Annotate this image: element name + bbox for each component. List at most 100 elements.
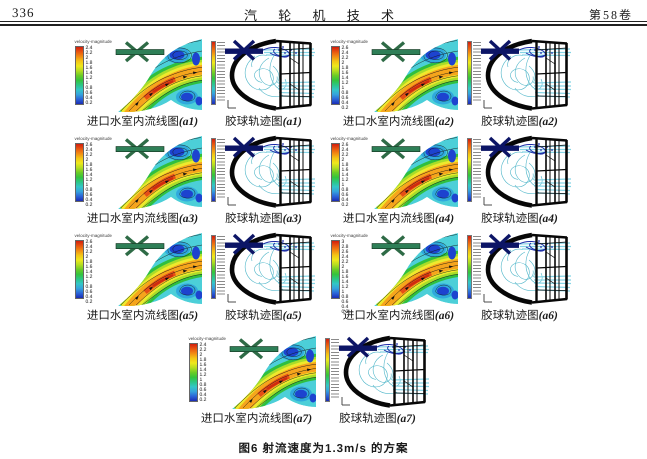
trajectory-colorbar-strip — [324, 338, 331, 402]
flow-caption-tag: (a2) — [434, 116, 455, 128]
scheme-panel: velocity-magnitude 2.6 2.4 2.2 2 1.8 1.6 1.4 1.… — [330, 38, 573, 129]
trajectory-caption: 胶球轨迹图(a1) — [211, 113, 317, 129]
colorbar-tick: 1.4 — [85, 268, 93, 275]
flow-caption: 进口水室内流线图(a4) — [331, 210, 467, 226]
colorbar-tick: 0.2 — [199, 396, 207, 403]
trajectory-caption: 胶球轨迹图(a2) — [467, 113, 573, 129]
colorbar-tick: 0.6 — [341, 298, 349, 305]
flow-caption: 进口水室内流线图(a1) — [75, 113, 211, 129]
ball-trajectory-image — [480, 38, 571, 111]
colorbar-tick: 1.2 — [199, 371, 207, 378]
colorbar-ticks: 2.4 2.2 2 1.8 1.6 1.4 1.2 1 0.8 0.6 0.4 0.2 — [199, 341, 207, 403]
axis-marker-icon — [483, 197, 492, 206]
colorbar-tick: 0.6 — [85, 288, 93, 295]
colorbar-tick: 0.6 — [85, 191, 93, 198]
colorbar-tick: 0.8 — [341, 186, 349, 193]
colorbar-tick: 2.4 — [341, 146, 349, 153]
trajectory-caption: 胶球轨迹图(a5) — [211, 307, 317, 323]
flow-caption-tag: (a5) — [178, 310, 199, 322]
colorbar-tick: 2 — [85, 253, 89, 260]
colorbar-strip — [188, 342, 198, 402]
colorbar-tick: 0.4 — [341, 196, 349, 203]
trajectory-caption-label: 胶球轨迹图 — [481, 213, 539, 225]
flow-subfigure: velocity-magnitude 2.6 2.4 2.2 2 1.8 1.6 1.4 1.… — [330, 135, 467, 226]
colorbar-tick: 1.8 — [85, 59, 93, 66]
axis-marker-icon — [227, 197, 236, 206]
colorbar-tick: 1.4 — [341, 278, 349, 285]
colorbar-tick: 1.4 — [85, 69, 93, 76]
colorbar-tick: 2 — [341, 156, 345, 163]
trajectory-colorbar — [466, 41, 481, 105]
colorbar-body: 2.6 2.4 2.2 2 1.8 1.6 1.4 1.2 1 0.8 0.6 0.4 0.2 — [74, 142, 105, 207]
colorbar-tick: 1 — [199, 376, 203, 383]
trajectory-colorbar-strip — [210, 41, 217, 105]
flow-field-image — [371, 136, 458, 209]
figure-row-2: velocity-magnitude 2.6 2.4 2.2 2 1.8 1.6 1.4 1.… — [0, 135, 647, 226]
colorbar-tick: 1.4 — [341, 74, 349, 81]
flow-caption: 进口水室内流线图(a2) — [331, 113, 467, 129]
trajectory-colorbar-ticks — [217, 139, 225, 200]
colorbar-body: 2.6 2.4 2.2 2 1.8 1.6 1.4 1.2 1 0.8 0.6 0.4 0.2 — [330, 142, 361, 207]
colorbar-tick: 0.4 — [341, 303, 349, 310]
colorbar-tick: 0.6 — [199, 386, 207, 393]
colorbar-ticks: 2.4 2.2 2 1.8 1.6 1.4 1.2 1 0.8 0.6 0.4 0.2 — [85, 45, 93, 106]
trajectory-colorbar — [210, 41, 225, 105]
trajectory-caption-label: 胶球轨迹图 — [225, 116, 283, 128]
flow-field-image — [115, 136, 202, 209]
scheme-panel: velocity-magnitude 3 2.8 2.6 2.4 2.2 2 1.8 1.6 1… — [330, 232, 573, 323]
trajectory-colorbar-ticks — [217, 42, 225, 103]
colorbar-strip — [74, 45, 84, 105]
flow-images: velocity-magnitude 2.4 2.2 2 1.8 1.6 1.4 1.2 1 0… — [74, 38, 211, 112]
colorbar-tick: 2.2 — [85, 151, 93, 158]
trajectory-colorbar — [466, 235, 481, 299]
colorbar-tick: 2.2 — [341, 54, 349, 61]
colorbar-tick: 0.6 — [341, 94, 349, 101]
colorbar-tick: 1.8 — [199, 356, 207, 363]
trajectory-colorbar-ticks — [331, 339, 339, 400]
colorbar-tick: 0.8 — [85, 186, 93, 193]
inlet-jet-pipe — [115, 41, 164, 63]
figure-caption: 图6 射流速度为1.3m/s 的方案 — [238, 443, 409, 455]
trajectory-colorbar-strip — [466, 235, 473, 299]
colorbar-tick: 0.2 — [341, 201, 349, 208]
colorbar-tick: 2.2 — [341, 258, 349, 265]
trajectory-caption-label: 胶球轨迹图 — [339, 413, 397, 425]
colorbar-tick: 0.6 — [85, 89, 93, 96]
flow-subfigure: velocity-magnitude 2.6 2.4 2.2 2 1.8 1.6 1.4 1.… — [74, 232, 211, 323]
trajectory-caption-tag: (a1) — [282, 116, 302, 128]
colorbar-title: velocity-magnitude — [330, 136, 369, 141]
colorbar-strip — [74, 239, 84, 299]
colorbar-strip — [74, 142, 84, 202]
colorbar-tick: 2.4 — [199, 341, 207, 348]
colorbar-tick: 0.4 — [85, 196, 93, 203]
colorbar-tick: 1.2 — [85, 176, 93, 183]
traj-inlet-pipe — [224, 233, 263, 255]
flow-images: velocity-magnitude 2.6 2.4 2.2 2 1.8 1.6 1.4 1.… — [330, 135, 467, 209]
colorbar-tick: 0.2 — [85, 99, 93, 106]
flow-caption-tag: (a4) — [434, 213, 455, 225]
colorbar-tick: 1.8 — [341, 161, 349, 168]
trajectory-caption: 胶球轨迹图(a4) — [467, 210, 573, 226]
colorbar-title: velocity-magnitude — [74, 136, 113, 141]
colorbar-tick: 2.6 — [85, 238, 93, 245]
trajectory-caption-tag: (a5) — [282, 310, 302, 322]
figure-row-1: velocity-magnitude 2.4 2.2 2 1.8 1.6 1.4 1.2 1 0… — [0, 38, 647, 129]
trajectory-colorbar-strip — [466, 138, 473, 202]
colorbar-tick: 0.4 — [85, 94, 93, 101]
inlet-jet-pipe — [229, 338, 278, 360]
scheme-panel: velocity-magnitude 2.6 2.4 2.2 2 1.8 1.6 1.4 1.… — [74, 232, 317, 323]
flow-caption: 进口水室内流线图(a3) — [75, 210, 211, 226]
colorbar-tick: 1.8 — [341, 64, 349, 71]
colorbar-tick: 2.2 — [199, 346, 207, 353]
colorbar-ticks: 2.6 2.4 2.2 2 1.8 1.6 1.4 1.2 1 0.8 0.6 0.4 0.2 — [85, 238, 93, 304]
flow-images: velocity-magnitude 3 2.8 2.6 2.4 2.2 2 1.8 1.6 1… — [330, 232, 467, 314]
flow-caption-tag: (a1) — [178, 116, 199, 128]
trajectory-images — [210, 38, 317, 112]
flow-caption-tag: (a7) — [292, 413, 313, 425]
header-rule-thick — [0, 24, 647, 26]
colorbar-tick: 1 — [85, 181, 89, 188]
colorbar-tick: 0.2 — [85, 298, 93, 305]
flow-images: velocity-magnitude 2.6 2.4 2.2 2 1.8 1.6 1.4 1.… — [74, 135, 211, 209]
colorbar-tick: 0.2 — [341, 308, 349, 315]
colorbar-tick: 1.6 — [341, 69, 349, 76]
